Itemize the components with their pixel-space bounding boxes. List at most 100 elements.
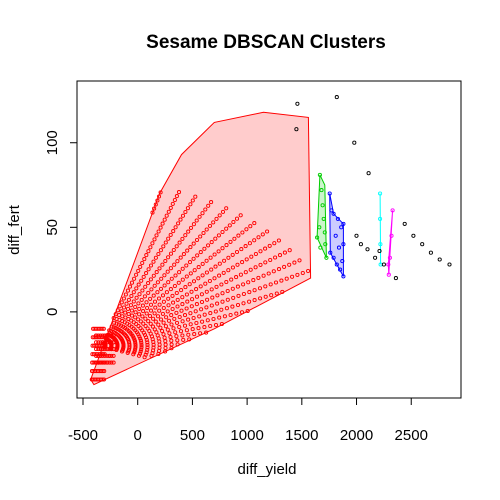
cluster-1-point	[190, 297, 195, 302]
cluster-1-point	[138, 338, 143, 343]
cluster-1-point	[154, 233, 159, 238]
cluster-1-point	[140, 288, 145, 293]
cluster-3-point	[331, 255, 336, 260]
cluster-1-point	[145, 345, 150, 350]
cluster-1-point	[137, 306, 142, 311]
cluster-1-point	[209, 240, 214, 245]
cluster-1-point	[133, 341, 138, 346]
cluster-2-point	[319, 188, 324, 193]
cluster-1-point	[229, 277, 234, 282]
cluster-1-point	[154, 330, 159, 335]
cluster-1-point	[139, 340, 144, 345]
cluster-1-point	[109, 353, 114, 358]
cluster-1-point	[131, 299, 136, 304]
cluster-1-point	[125, 306, 131, 311]
cluster-1-point	[156, 296, 162, 301]
cluster-1-point	[166, 280, 171, 285]
cluster-1-point	[208, 311, 213, 316]
cluster-1-point	[234, 275, 239, 280]
cluster-1-point	[147, 313, 153, 319]
noise-point	[358, 242, 363, 247]
cluster-1-point	[205, 297, 210, 302]
cluster-1-point	[272, 241, 277, 246]
cluster-1-point	[157, 308, 162, 313]
cluster-1-point	[178, 255, 183, 260]
cluster-1-point	[132, 348, 137, 353]
cluster-1-point	[263, 294, 268, 299]
noise-point	[402, 221, 407, 226]
cluster-1-point	[276, 238, 281, 243]
cluster-1-point	[153, 305, 158, 310]
cluster-1-point	[175, 304, 180, 309]
cluster-1-point	[174, 334, 179, 339]
cluster-1-point	[212, 252, 217, 257]
cluster-1-point	[247, 241, 252, 246]
cluster-1-point	[194, 302, 199, 307]
cluster-1-point	[274, 291, 279, 296]
cluster-1-point	[161, 320, 166, 325]
cluster-1-point	[252, 298, 257, 303]
cluster-1-point	[166, 303, 171, 308]
cluster-1-point	[148, 263, 154, 268]
cluster-1-point	[166, 255, 171, 260]
cluster-1-point	[227, 223, 232, 228]
cluster-1-point	[109, 360, 114, 365]
cluster-1-point	[190, 198, 195, 203]
cluster-1-point	[252, 221, 257, 226]
cluster-1-point	[192, 268, 197, 273]
cluster-1-point	[220, 209, 226, 214]
cluster-3-point	[335, 216, 340, 221]
cluster-1-point	[206, 243, 211, 248]
cluster-1-point	[300, 270, 305, 276]
cluster-1-point	[239, 247, 244, 252]
cluster-1-point	[145, 347, 150, 352]
cluster-1-point	[133, 304, 138, 310]
cluster-1-point	[176, 221, 181, 226]
cluster-1-point	[178, 217, 183, 222]
cluster-1-point	[225, 297, 230, 302]
cluster-2-point	[317, 225, 322, 230]
cluster-1-point	[207, 278, 212, 284]
cluster-1-point	[232, 236, 237, 241]
cluster-1-point	[129, 313, 135, 318]
cluster-1-point	[244, 257, 249, 262]
cluster-1-point	[271, 269, 276, 274]
cluster-1-point	[235, 262, 240, 267]
cluster-1-point	[213, 322, 219, 328]
cluster-1-point	[111, 325, 116, 330]
cluster-1-point	[158, 190, 163, 195]
cluster-1-point	[194, 287, 199, 292]
cluster-1-point	[99, 335, 105, 340]
cluster-1-point	[273, 280, 279, 285]
cluster-hull-5	[387, 210, 394, 275]
noise-point	[373, 255, 378, 260]
cluster-1-point	[146, 267, 151, 272]
cluster-1-point	[151, 293, 156, 298]
cluster-1-point	[239, 310, 245, 315]
cluster-1-point	[160, 262, 165, 267]
cluster-1-point	[290, 274, 295, 279]
cluster-1-point	[113, 312, 118, 317]
cluster-1-point	[136, 282, 141, 287]
x-tick-label: 2000	[340, 427, 373, 444]
cluster-1-point	[220, 299, 225, 304]
cluster-1-point	[96, 360, 101, 365]
cluster-1-point	[175, 297, 180, 302]
cluster-1-point	[141, 309, 146, 314]
cluster-1-point	[162, 217, 167, 222]
cluster-1-point	[101, 377, 107, 382]
cluster-1-point	[214, 284, 219, 289]
cluster-1-point	[214, 216, 219, 221]
cluster-1-point	[177, 270, 182, 275]
cluster-1-point	[123, 310, 128, 315]
cluster-1-point	[111, 353, 116, 358]
cluster-1-point	[121, 296, 126, 301]
cluster-1-point	[183, 209, 188, 215]
cluster-1-point	[230, 265, 235, 270]
cluster-1-point	[152, 283, 157, 288]
cluster-1-point	[273, 255, 278, 260]
cluster-1-point	[260, 232, 265, 237]
cluster-1-point	[203, 207, 208, 212]
cluster-1-point	[180, 277, 185, 282]
cluster-1-point	[221, 270, 226, 275]
